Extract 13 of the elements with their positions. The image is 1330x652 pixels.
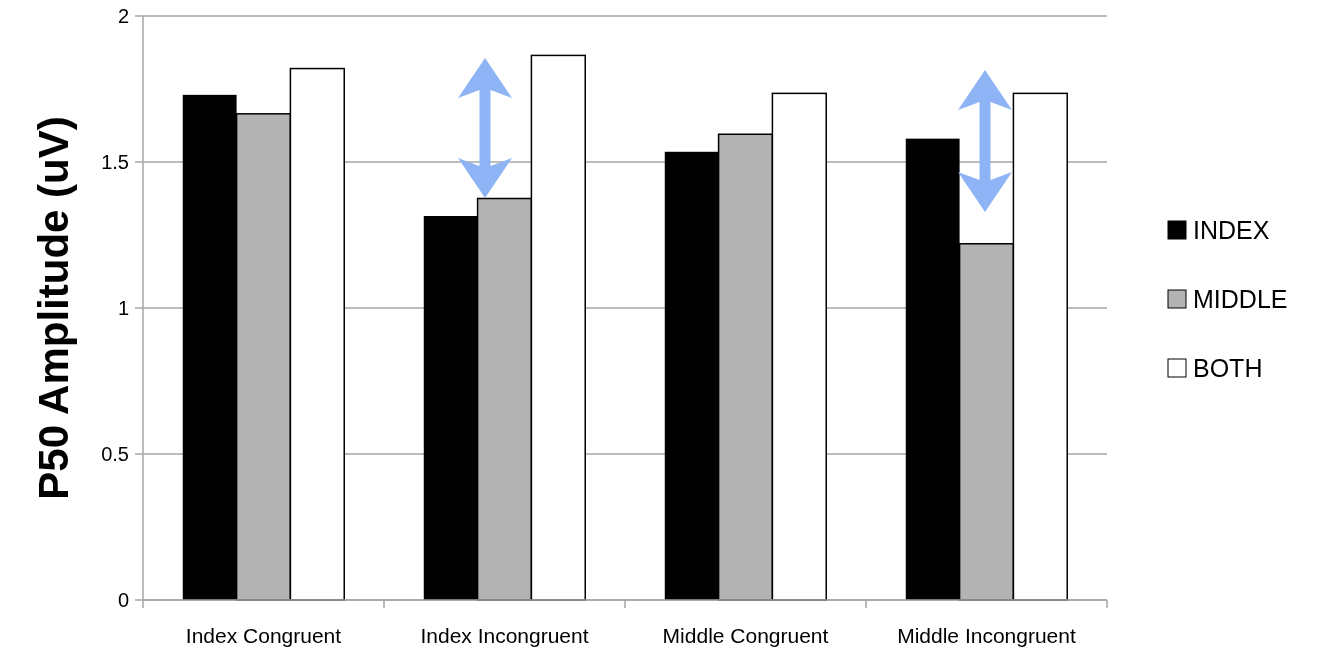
legend-label: MIDDLE bbox=[1193, 284, 1288, 313]
y-axis-title: P50 Amplitude (uV) bbox=[30, 116, 77, 500]
x-tick-label: Middle Incongruent bbox=[897, 624, 1076, 647]
y-tick-label: 0.5 bbox=[101, 443, 129, 465]
x-tick-label: Index Congruent bbox=[185, 624, 342, 647]
legend-label: BOTH bbox=[1193, 353, 1263, 382]
y-tick-label: 2 bbox=[117, 5, 129, 27]
y-tick-label: 0 bbox=[117, 589, 129, 611]
y-tick-label: 1 bbox=[117, 297, 129, 319]
x-tick-label: Index Incongruent bbox=[420, 624, 589, 647]
x-tick-label: Middle Congruent bbox=[662, 624, 829, 647]
legend-label: INDEX bbox=[1193, 215, 1270, 244]
y-tick-label: 1.5 bbox=[101, 151, 129, 173]
